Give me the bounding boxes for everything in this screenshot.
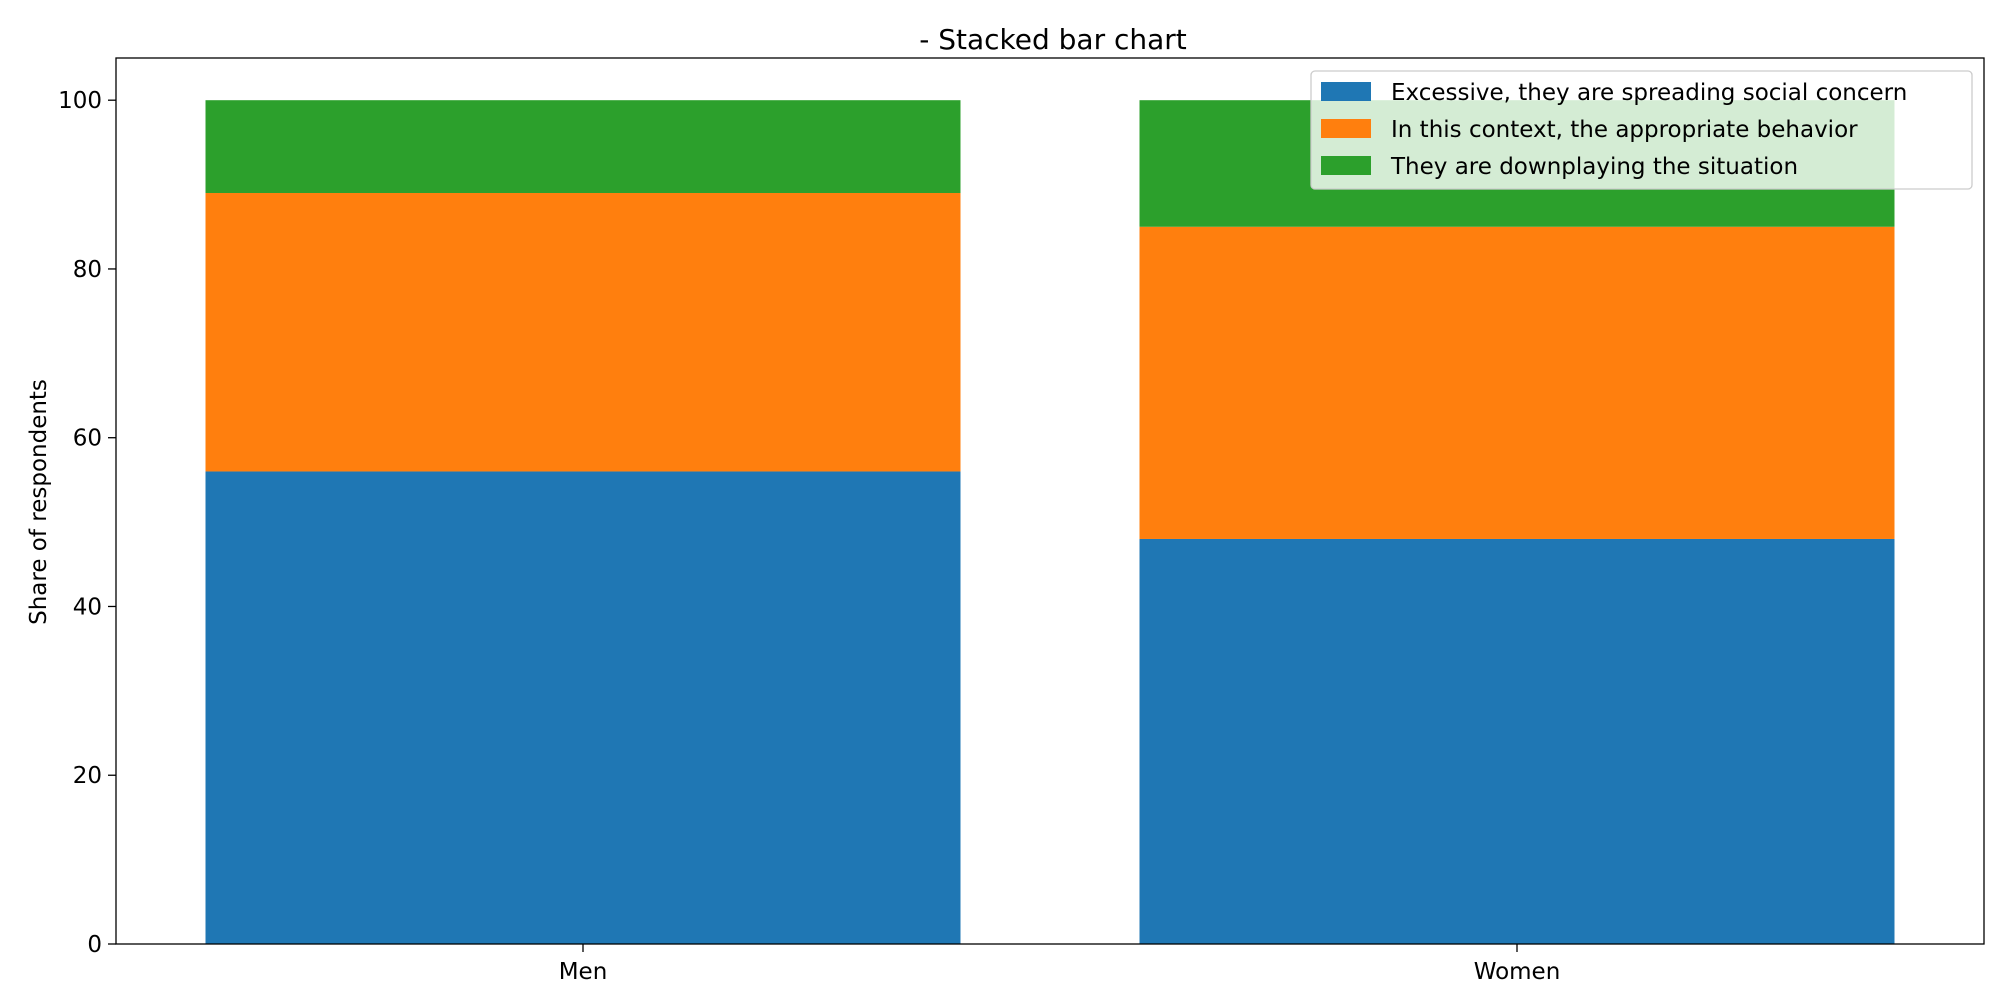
chart-title: - Stacked bar chart — [919, 23, 1187, 56]
y-tick-label: 20 — [73, 763, 102, 789]
legend-box — [1310, 70, 1973, 190]
y-tick-label: 60 — [73, 426, 102, 452]
y-tick-label: 100 — [58, 88, 102, 114]
y-axis-label: Share of respondents — [26, 379, 52, 625]
legend-label-1: Excessive, they are spreading social con… — [1391, 80, 1907, 106]
y-tick-label: 80 — [73, 257, 102, 283]
legend: Excessive, they are spreading social con… — [1310, 70, 1973, 190]
x-tick-label-men: Men — [559, 959, 608, 985]
x-tick-label-women: Women — [1474, 959, 1561, 985]
bar-men-series-3 — [205, 100, 961, 194]
legend-swatch-1 — [1321, 82, 1371, 101]
bar-men-series-1 — [205, 471, 961, 944]
y-tick-label: 0 — [87, 932, 102, 958]
legend-label-3: They are downplaying the situation — [1390, 154, 1798, 180]
bar-men-series-2 — [205, 193, 961, 472]
axes-layer: 0 20 40 60 80 100 Men Women — [58, 57, 1985, 985]
legend-label-2: In this context, the appropriate behavio… — [1391, 117, 1858, 143]
y-tick-label: 40 — [73, 594, 102, 620]
legend-swatch-2 — [1321, 119, 1371, 138]
bar-women-series-1 — [1139, 538, 1895, 944]
plot-frame — [115, 57, 1985, 945]
bar-women-series-2 — [1139, 226, 1895, 539]
legend-swatch-3 — [1321, 156, 1371, 175]
bars-layer — [205, 100, 1895, 944]
